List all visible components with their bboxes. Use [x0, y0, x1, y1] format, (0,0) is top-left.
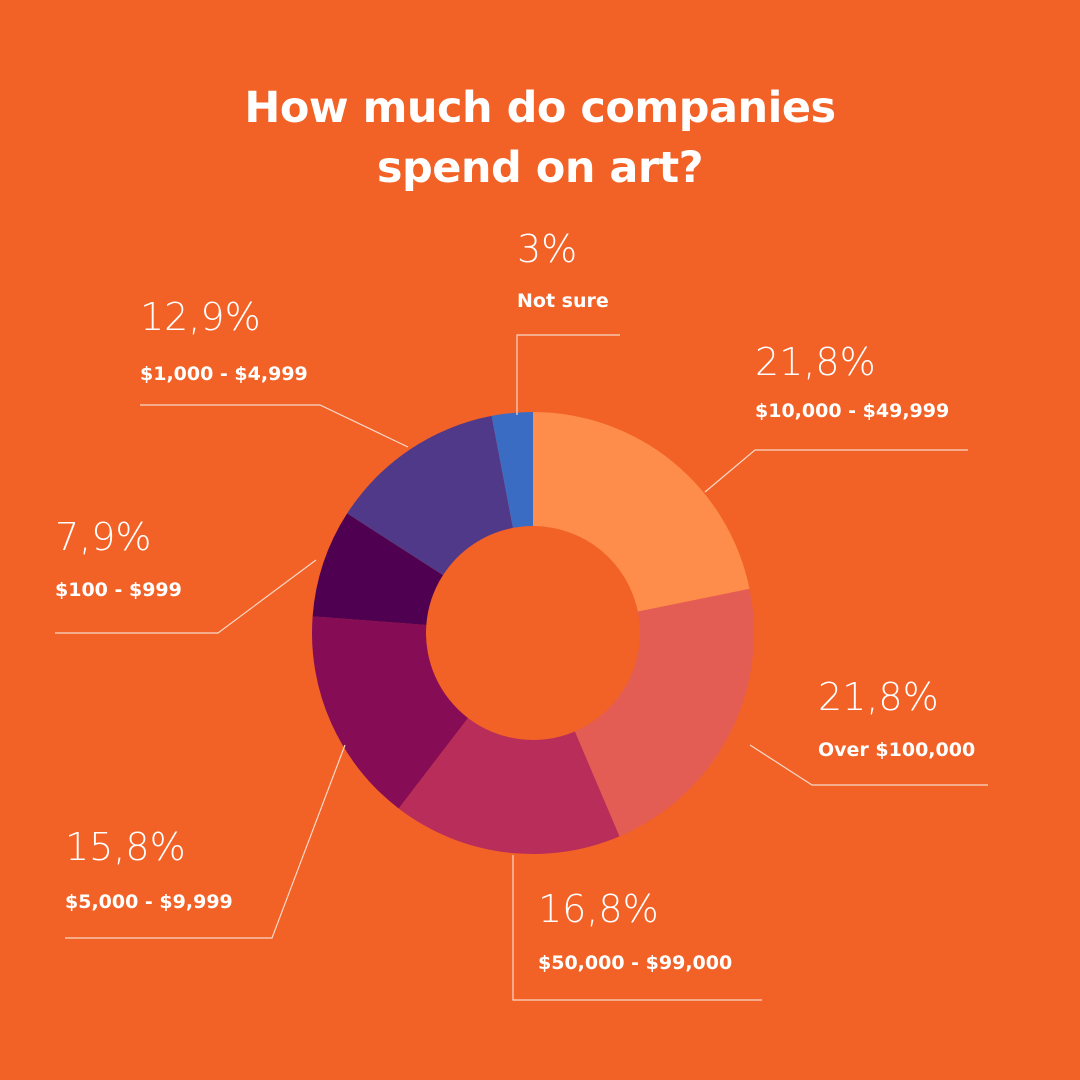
value-label: 21,8% — [818, 675, 939, 719]
category-label: $100 - $999 — [55, 579, 182, 601]
slice — [533, 412, 750, 612]
leader-line — [65, 744, 346, 939]
category-label: $1,000 - $4,999 — [140, 363, 308, 385]
slice — [347, 415, 513, 576]
value-label: 21,8% — [755, 340, 876, 384]
value-label: 12,9% — [140, 295, 261, 339]
leader-line — [749, 744, 988, 786]
leader-line — [512, 855, 762, 1001]
slice — [311, 616, 468, 809]
category-label: $5,000 - $9,999 — [65, 891, 233, 913]
value-label: 3% — [517, 227, 577, 271]
chart-title: How much do companies spend on art? — [244, 83, 836, 193]
leader-line — [516, 334, 620, 415]
leader-line — [55, 559, 317, 634]
leader-line — [704, 449, 968, 493]
category-label: Not sure — [517, 290, 609, 312]
category-label: Over $100,000 — [818, 739, 975, 761]
value-label: 16,8% — [538, 887, 659, 931]
category-label: $10,000 - $49,999 — [755, 400, 949, 422]
category-label: $50,000 - $99,000 — [538, 952, 732, 974]
value-label: 7,9% — [55, 515, 152, 559]
slice — [312, 513, 444, 625]
value-label: 15,8% — [65, 825, 186, 869]
slice — [491, 412, 533, 528]
slice — [398, 717, 620, 854]
leader-line — [140, 404, 409, 448]
slice — [574, 588, 755, 837]
